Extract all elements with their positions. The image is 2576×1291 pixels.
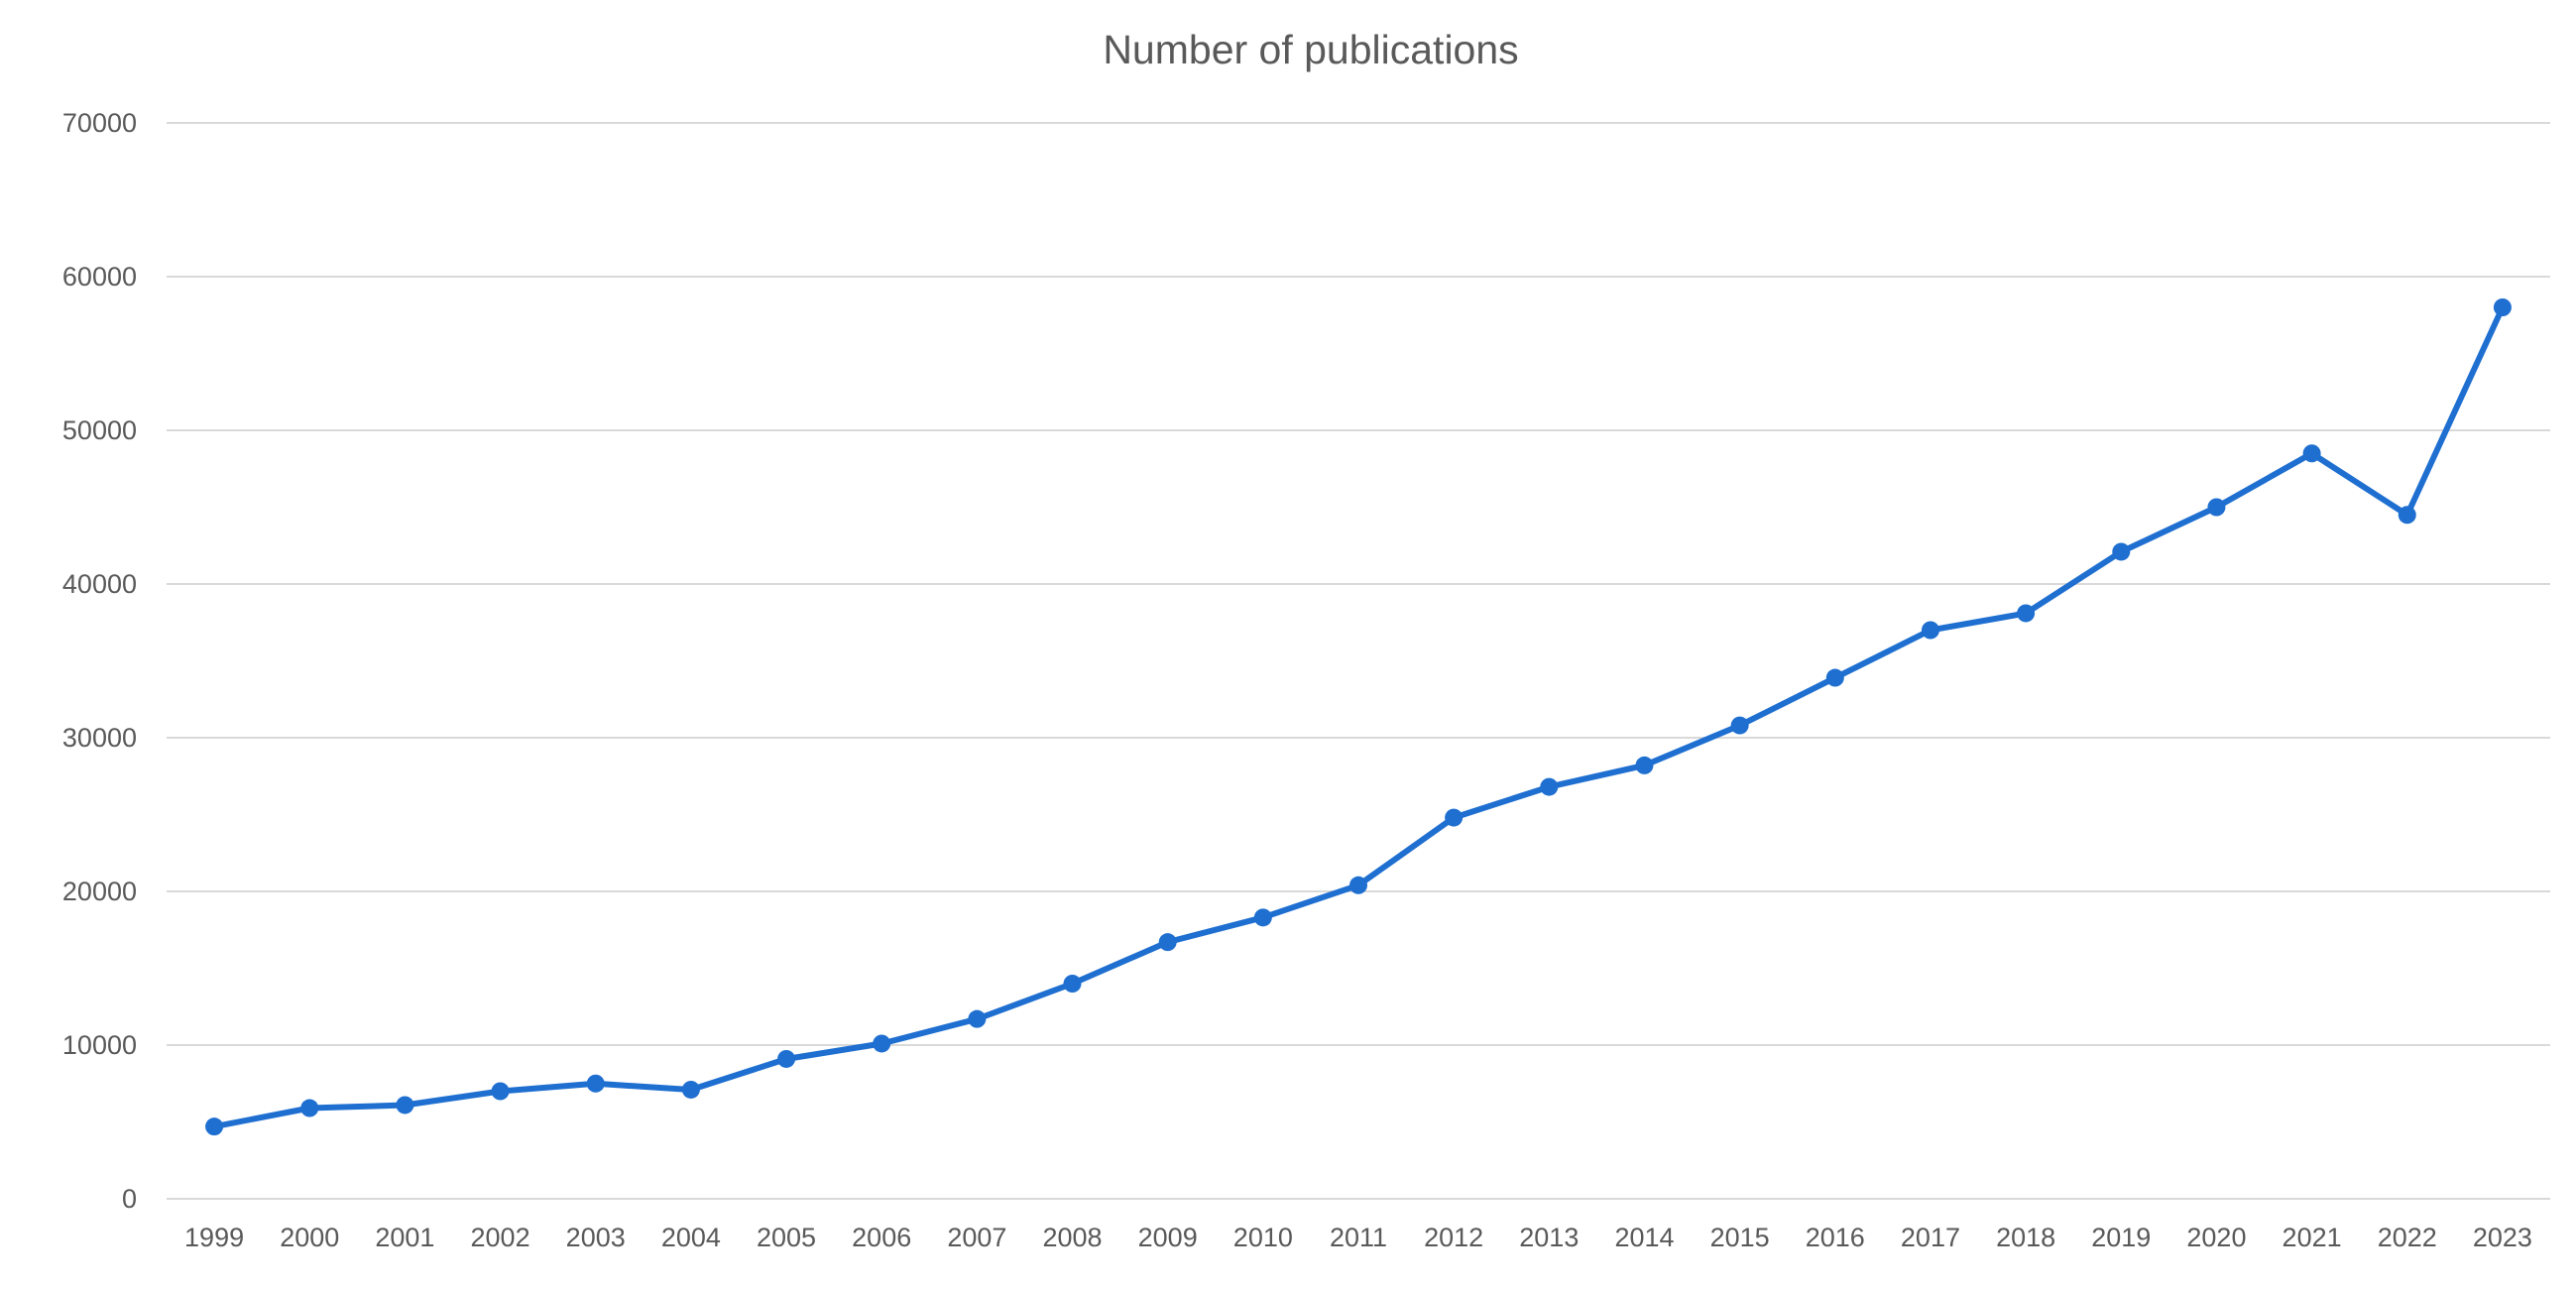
x-tick-label: 2013 [1519, 1223, 1579, 1252]
x-tick-label: 2011 [1330, 1223, 1387, 1252]
data-point [2017, 604, 2036, 623]
data-point [2112, 542, 2131, 561]
x-tick-label: 2021 [2283, 1223, 2342, 1252]
data-point [396, 1096, 414, 1115]
gridlines [167, 122, 2550, 1200]
data-point [1063, 975, 1082, 993]
x-tick-label: 2004 [661, 1223, 721, 1252]
y-tick-label: 40000 [62, 569, 137, 599]
x-tick-label: 2005 [757, 1223, 816, 1252]
x-axis-tick-labels: 1999 2000 2001 2002 2003 2004 2005 2006 2007 2008… [184, 1223, 2532, 1252]
x-tick-label: 2023 [2473, 1223, 2532, 1252]
data-point [2302, 444, 2321, 463]
x-tick-label: 2001 [375, 1223, 434, 1252]
chart-title: Number of publications [1103, 27, 1518, 72]
data-point [2493, 298, 2512, 316]
series-layer [205, 298, 2512, 1136]
x-tick-label: 2022 [2378, 1223, 2437, 1252]
data-point [1825, 668, 1844, 687]
x-tick-label: 2018 [1996, 1223, 2055, 1252]
y-tick-label: 60000 [62, 262, 137, 292]
data-point [2207, 498, 2226, 517]
y-tick-label: 0 [122, 1184, 137, 1214]
y-tick-label: 20000 [62, 877, 137, 906]
data-point [1635, 756, 1654, 774]
x-tick-label: 2015 [1710, 1223, 1770, 1252]
data-point [586, 1074, 605, 1093]
x-tick-label: 2008 [1042, 1223, 1102, 1252]
x-tick-label: 2017 [1901, 1223, 1960, 1252]
x-tick-label: 2006 [852, 1223, 911, 1252]
x-tick-label: 2000 [280, 1223, 339, 1252]
x-tick-label: 2016 [1806, 1223, 1865, 1252]
x-tick-label: 1999 [184, 1223, 244, 1252]
x-tick-label: 2020 [2186, 1223, 2246, 1252]
data-point [491, 1082, 510, 1101]
y-tick-label: 70000 [62, 108, 137, 138]
x-tick-label: 2014 [1614, 1223, 1674, 1252]
data-point [1158, 933, 1177, 952]
x-tick-label: 2002 [471, 1223, 530, 1252]
data-point [968, 1009, 987, 1028]
x-tick-label: 2012 [1424, 1223, 1483, 1252]
data-point [1445, 808, 1464, 827]
data-point [873, 1034, 891, 1053]
data-point [205, 1117, 224, 1136]
data-point [777, 1049, 796, 1068]
y-tick-label: 30000 [62, 723, 137, 753]
x-tick-label: 2009 [1138, 1223, 1198, 1252]
y-tick-label: 50000 [62, 415, 137, 445]
x-tick-label: 2019 [2091, 1223, 2151, 1252]
data-point [1540, 777, 1559, 796]
y-axis-tick-labels: 0 10000 20000 30000 40000 50000 60000 70000 [62, 108, 137, 1214]
x-tick-label: 2010 [1233, 1223, 1293, 1252]
data-point [2398, 506, 2416, 525]
data-point [1253, 908, 1272, 927]
data-point [1921, 621, 1939, 640]
x-tick-label: 2007 [947, 1223, 1006, 1252]
data-point [681, 1080, 700, 1099]
data-point [300, 1099, 319, 1117]
y-tick-label: 10000 [62, 1030, 137, 1060]
x-tick-label: 2003 [566, 1223, 626, 1252]
data-point [1349, 876, 1367, 894]
data-point [1730, 716, 1749, 735]
